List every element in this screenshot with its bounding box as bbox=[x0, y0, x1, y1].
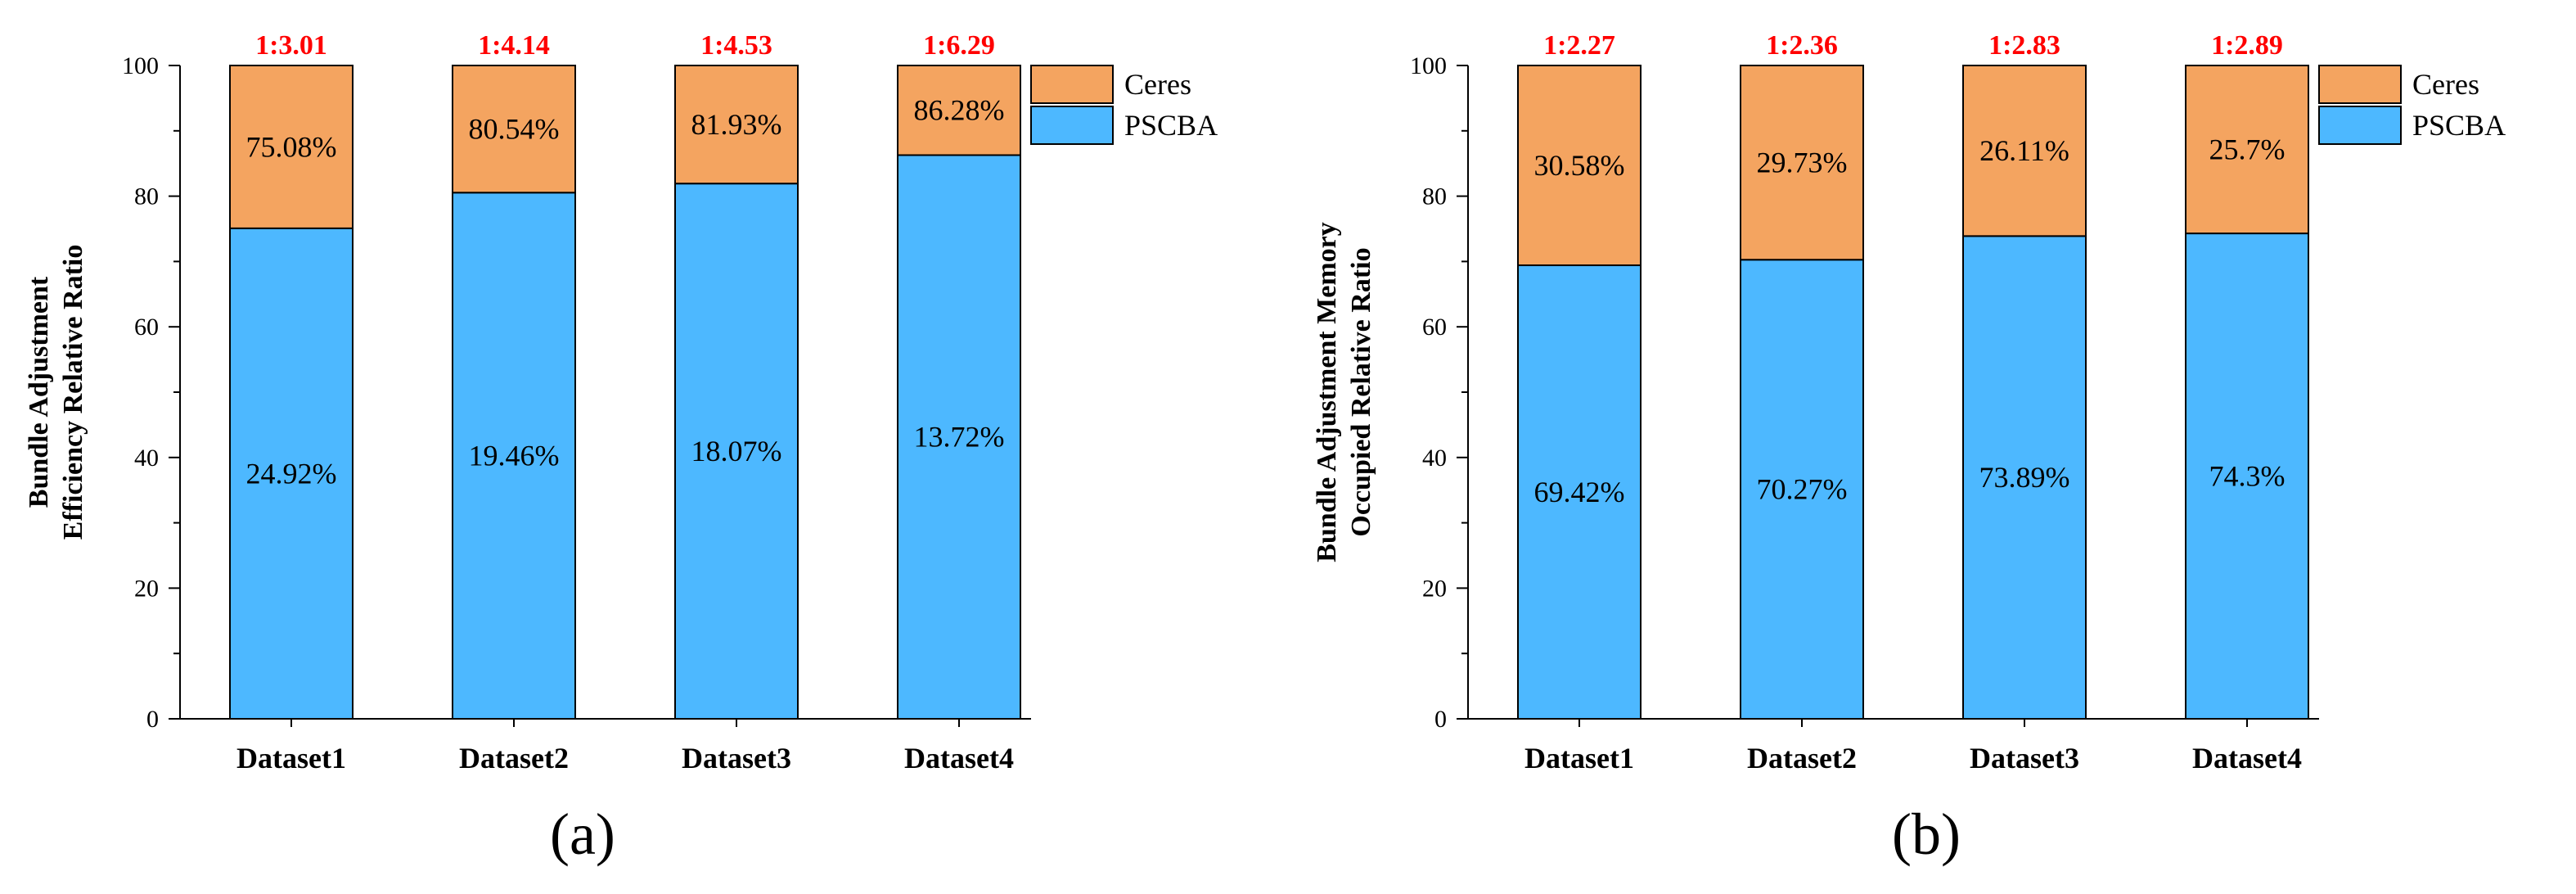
legend-label-ceres: Ceres bbox=[1124, 68, 1191, 101]
y-axis-label-line: Bundle Adjustment Memory bbox=[1312, 222, 1342, 562]
bar-label-upper: 25.7% bbox=[2209, 133, 2286, 166]
bar-ceres bbox=[1740, 65, 1864, 261]
bar-ceres bbox=[2185, 65, 2309, 235]
x-tick-label: Dataset4 bbox=[2192, 742, 2302, 774]
y-tick-label: 20 bbox=[1422, 575, 1447, 602]
bar-label-lower: 73.89% bbox=[1979, 461, 2070, 494]
bar-label-upper: 75.08% bbox=[246, 130, 337, 163]
bar-label-lower: 74.3% bbox=[2209, 460, 2286, 493]
bar-ceres bbox=[674, 65, 799, 185]
ratio-label: 1:3.01 bbox=[255, 30, 327, 61]
bar-label-upper: 86.28% bbox=[914, 94, 1005, 127]
bar-pscba bbox=[1517, 264, 1642, 720]
bar-pscba bbox=[2185, 233, 2309, 720]
chart-b: 0 20 40 60 80 100 Bundle Adjustment Memory Occu… bbox=[1312, 30, 2506, 774]
y-tick-label: 80 bbox=[134, 183, 159, 210]
ratio-label: 1:4.14 bbox=[478, 30, 550, 61]
bar-label-upper: 30.58% bbox=[1534, 149, 1625, 182]
y-axis-label-line: Efficiency Relative Ratio bbox=[58, 245, 88, 540]
bar-ceres bbox=[229, 65, 354, 229]
y-axis-label-line: Occupied Relative Ratio bbox=[1346, 247, 1376, 536]
bar-label-lower: 70.27% bbox=[1757, 473, 1848, 506]
bar-pscba bbox=[1740, 259, 1864, 720]
y-tick-label: 80 bbox=[1422, 183, 1447, 210]
legend-swatch-ceres bbox=[2318, 65, 2402, 104]
bar-pscba bbox=[452, 192, 576, 720]
legend-label-pscba: PSCBA bbox=[2412, 109, 2506, 142]
x-tick-label: Dataset2 bbox=[459, 742, 569, 774]
y-tick-label: 100 bbox=[122, 52, 159, 79]
bar-pscba bbox=[897, 154, 1021, 720]
bar-ceres bbox=[897, 65, 1021, 156]
y-tick-label: 100 bbox=[1410, 52, 1447, 79]
bar-label-lower: 69.42% bbox=[1534, 476, 1625, 508]
ratio-label: 1:4.53 bbox=[700, 30, 772, 61]
y-axis-label-line: Bundle Adjustment bbox=[24, 276, 54, 508]
legend-label-pscba: PSCBA bbox=[1124, 109, 1218, 142]
bar-label-lower: 24.92% bbox=[246, 457, 337, 490]
y-tick-label: 60 bbox=[134, 314, 159, 341]
caption-a: (a) bbox=[550, 801, 615, 867]
y-tick-label: 0 bbox=[146, 706, 159, 733]
legend-swatch-pscba bbox=[2318, 106, 2402, 145]
bar-label-lower: 19.46% bbox=[469, 440, 560, 472]
y-tick-label: 20 bbox=[134, 575, 159, 602]
bar-pscba bbox=[1962, 235, 2087, 720]
caption-b: (b) bbox=[1892, 801, 1961, 867]
x-tick-label: Dataset2 bbox=[1747, 742, 1857, 774]
ratio-label: 1:2.89 bbox=[2211, 30, 2283, 61]
ratio-label: 1:2.83 bbox=[1988, 30, 2060, 61]
bar-pscba bbox=[674, 183, 799, 720]
bar-ceres bbox=[1962, 65, 2087, 237]
legend-swatch-pscba bbox=[1030, 106, 1114, 145]
bar-label-upper: 81.93% bbox=[691, 108, 782, 141]
legend-label-ceres: Ceres bbox=[2412, 68, 2479, 101]
y-axis-label: Bundle Adjustment Efficiency Relative Rat… bbox=[24, 245, 88, 540]
bar-label-lower: 13.72% bbox=[914, 421, 1005, 454]
ratio-label: 1:2.27 bbox=[1543, 30, 1615, 61]
bar-ceres bbox=[1517, 65, 1642, 267]
x-tick-label: Dataset3 bbox=[1970, 742, 2079, 774]
y-tick-label: 40 bbox=[134, 445, 159, 472]
bar-label-lower: 18.07% bbox=[691, 435, 782, 467]
bar-pscba bbox=[229, 227, 354, 720]
bar-label-upper: 80.54% bbox=[469, 113, 560, 146]
x-tick-label: Dataset1 bbox=[236, 742, 346, 774]
y-tick-label: 60 bbox=[1422, 314, 1447, 341]
bar-label-upper: 29.73% bbox=[1757, 147, 1848, 179]
chart-a: 0 20 40 60 80 100 Bundle Adjustment Efficiency … bbox=[24, 30, 1218, 774]
x-tick-label: Dataset1 bbox=[1524, 742, 1634, 774]
legend-swatch-ceres bbox=[1030, 65, 1114, 104]
x-tick-label: Dataset3 bbox=[682, 742, 791, 774]
y-tick-label: 0 bbox=[1434, 706, 1447, 733]
ratio-label: 1:6.29 bbox=[923, 30, 995, 61]
bar-label-upper: 26.11% bbox=[1979, 134, 2069, 167]
y-tick-label: 40 bbox=[1422, 445, 1447, 472]
y-axis-label: Bundle Adjustment Memory Occupied Relativ… bbox=[1312, 222, 1376, 562]
x-tick-label: Dataset4 bbox=[904, 742, 1014, 774]
bar-ceres bbox=[452, 65, 576, 194]
ratio-label: 1:2.36 bbox=[1766, 30, 1838, 61]
